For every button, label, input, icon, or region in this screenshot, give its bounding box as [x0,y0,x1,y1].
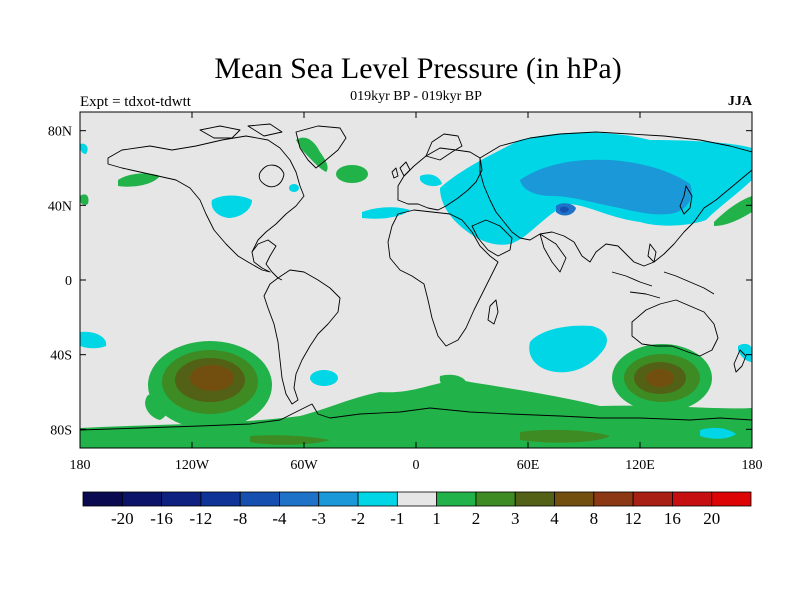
colorbar-swatch [82,491,123,507]
y-tick-label: 80S [50,423,72,438]
coast-japan [679,185,693,215]
colorbar-swatch [672,491,713,507]
greenland-positive-patch [296,137,328,172]
coast-south-america [263,269,341,405]
coast-hudson-bay [258,164,285,188]
colorbar-label: 2 [472,509,481,528]
antarctic-positive-level3b [250,435,330,445]
colorbar-swatch [200,491,241,507]
colorbar-swatch [593,491,634,507]
colorbar-label: 1 [432,509,441,528]
dateline-negative-patch [80,143,88,154]
coastlines [80,123,752,431]
colorbar-swatch [396,491,438,507]
northeast-atlantic-negative-patch [420,174,442,187]
colorbar-swatch [239,491,280,507]
x-tick-label: 120W [175,458,210,473]
coast-new-zealand [733,349,747,373]
colorbar-label: -16 [150,509,173,528]
south-pacific-negative-patch [80,331,107,349]
colorbar-label: 20 [703,509,720,528]
colorbar-label: 4 [550,509,559,528]
x-tick-label: 60W [290,458,318,473]
colorbar: -20 -16 -12 -8 -4 -3 -2 -1 1 2 3 4 8 12 16 20 [82,491,752,528]
experiment-label: Expt = tdxot-tdwtt [80,94,191,110]
x-tick-label: 120E [625,458,655,473]
colorbar-label: -20 [111,509,134,528]
colorbar-swatch [121,491,162,507]
coast-north-america [107,135,305,273]
y-tick-label: 0 [65,274,72,289]
colorbar-swatch [161,491,202,507]
pressure-anomaly-fields [80,132,752,448]
dateline-positive-patch [80,194,89,205]
colorbar-label: -12 [190,509,213,528]
colorbar-swatch [436,491,477,507]
mediterranean-negative-patch [362,207,410,219]
y-tick-label: 80N [48,125,72,140]
x-tick-label: 180 [742,458,763,473]
y-tick-label: 40S [50,349,72,364]
colorbar-label: -2 [351,509,365,528]
x-tick-label: 0 [413,458,420,473]
antarctic-positive-level3 [520,429,610,443]
colorbar-label: 8 [590,509,599,528]
colorbar-swatch [279,491,320,507]
coast-australia [631,299,719,357]
eurasia-negative-level4 [560,206,569,213]
x-tick-label: 180 [70,458,91,473]
coast-india [539,233,567,273]
colorbar-label: -3 [312,509,326,528]
coast-philippines [647,243,657,263]
coast-maritime-continent [611,271,715,299]
south-atlantic-positive-patch [439,374,467,390]
north-pacific-positive-patch [118,173,160,187]
coast-greenland [295,125,347,169]
colorbar-swatch [632,491,673,507]
map-title: Mean Sea Level Pressure (in hPa) [214,52,622,85]
x-tick-label: 60E [517,458,540,473]
south-atlantic-negative-patch [310,370,338,386]
north-atlantic-negative-patch [211,195,252,218]
colorbar-label: 16 [664,509,681,528]
australian-sector-positive-level8 [646,369,674,387]
south-indian-negative-patch [529,325,607,373]
south-pacific-positive-level8 [190,365,234,391]
colorbar-swatch [475,491,516,507]
tasman-negative-patch [738,343,752,362]
colorbar-label: -4 [272,509,287,528]
north-atlantic-positive-patch [336,165,368,183]
coast-antarctica [80,403,752,431]
colorbar-label: -1 [390,509,404,528]
coast-scandinavia [425,133,463,161]
south-pacific-tail [145,392,168,420]
colorbar-label: 3 [511,509,520,528]
colorbar-swatch [318,491,359,507]
coast-asia [479,131,752,267]
season-label: JJA [727,94,752,109]
colorbar-swatch [711,491,752,507]
colorbar-label: 12 [625,509,642,528]
colorbar-swatch [514,491,555,507]
y-tick-label: 40N [48,199,72,214]
antarctic-coast-negative [700,427,736,439]
eurasia-negative-level2 [520,159,692,215]
axis-ticks: 180 120W 60W 0 60E 120E 180 80N 40N 0 40S 80S [48,112,763,473]
colorbar-swatch [554,491,595,507]
hudson-negative-patch [289,184,299,192]
map-subtitle: 019kyr BP - 019kyr BP [350,89,482,104]
antarctic-positive-belt [80,380,752,448]
colorbar-swatch [357,491,398,507]
west-pacific-positive-patch [714,196,752,226]
coast-africa [387,209,499,347]
coast-madagascar [487,299,499,325]
coast-arctic-islands [199,123,283,139]
coast-central-america [251,239,283,281]
coast-arabia [471,219,513,257]
coast-british-isles [391,161,411,179]
colorbar-label: -8 [233,509,247,528]
